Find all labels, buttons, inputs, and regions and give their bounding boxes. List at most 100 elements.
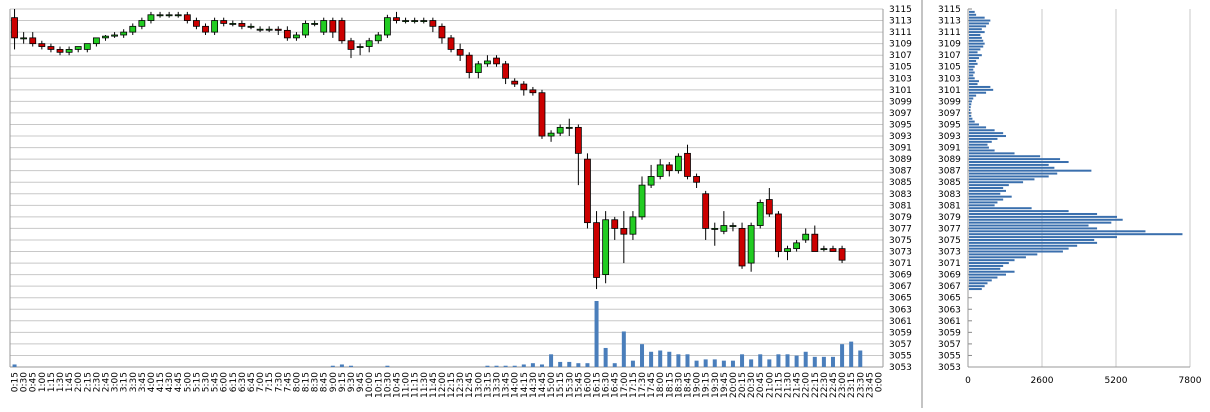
profile-bar — [969, 57, 979, 60]
candle-body — [156, 14, 164, 17]
profile-bar — [969, 270, 1015, 273]
time-tick-label: 4:15 — [156, 372, 166, 392]
volume-bar — [576, 363, 581, 367]
profile-price-label: 3109 — [938, 40, 961, 50]
profile-bar — [969, 201, 998, 204]
profile-bar — [969, 100, 972, 103]
candle-body — [38, 43, 46, 47]
profile-bar — [969, 45, 984, 48]
profile-price-label: 3053 — [938, 363, 961, 373]
price-tick-label: 3053 — [889, 363, 912, 373]
profile-bar — [969, 74, 974, 77]
time-tick-label: 22:15 — [811, 372, 821, 398]
candle-body — [220, 20, 228, 24]
volume-bar — [840, 344, 845, 367]
candle-body — [365, 40, 373, 47]
price-tick-label: 3055 — [889, 351, 912, 361]
time-tick-label: 6:30 — [238, 372, 248, 392]
time-tick-label: 18:30 — [674, 372, 684, 398]
candle-body — [320, 20, 328, 33]
profile-price-label: 3079 — [938, 213, 961, 223]
profile-bar — [969, 189, 1006, 192]
time-tick-label: 19:45 — [720, 372, 730, 398]
time-axis-labels: 0:15 0:30 0:45 1:00 1:15 1:30 1:45 2:00 2:15 2:30… — [11, 372, 885, 398]
candle-body — [584, 158, 591, 224]
time-tick-label: 14:45 — [538, 372, 548, 398]
profile-bar — [969, 54, 982, 57]
time-tick-label: 13:30 — [493, 372, 503, 398]
candle-body — [65, 49, 73, 53]
volume-bar — [758, 354, 763, 367]
profile-bar — [969, 204, 995, 207]
profile-price-label: 3105 — [938, 63, 961, 73]
profile-bar — [969, 111, 971, 114]
profile-bar — [969, 137, 998, 140]
candle-body — [647, 176, 655, 186]
time-tick-label: 0:00 — [874, 372, 884, 392]
volume-bar — [849, 341, 854, 367]
volume-bars — [12, 301, 863, 367]
candle-body — [174, 14, 182, 17]
profile-bar — [969, 187, 1004, 189]
profile-bar — [969, 106, 971, 109]
time-tick-label: 3:30 — [129, 372, 139, 392]
time-tick-label: 21:00 — [765, 372, 775, 398]
time-tick-label: 17:15 — [629, 372, 639, 398]
price-tick-label: 3087 — [889, 167, 912, 177]
price-tick-label: 3101 — [889, 86, 912, 96]
price-tick-label: 3083 — [889, 190, 912, 200]
profile-bar — [969, 149, 995, 152]
time-tick-label: 17:45 — [647, 372, 657, 398]
profile-price-label: 3073 — [938, 248, 961, 258]
time-tick-label: 19:30 — [711, 372, 721, 398]
candle-body — [429, 20, 437, 27]
volume-bar — [549, 354, 554, 367]
profile-bar — [969, 267, 1001, 270]
profile-volume-tick-label: 7800 — [1179, 376, 1202, 386]
candle-body — [383, 17, 391, 36]
time-tick-label: 8:15 — [302, 372, 312, 392]
profile-price-label: 3057 — [938, 340, 961, 350]
profile-bar — [969, 161, 1069, 164]
candle-body — [347, 40, 355, 50]
volume-bar — [685, 354, 690, 367]
profile-bar — [969, 210, 1069, 213]
candle-body — [674, 155, 682, 172]
profile-bar — [969, 166, 1055, 169]
time-tick-label: 3:00 — [111, 372, 121, 392]
price-tick-label: 3103 — [889, 74, 912, 84]
profile-bar — [969, 91, 987, 94]
candle-body — [56, 49, 64, 53]
profile-bar — [969, 123, 979, 126]
profile-bar — [969, 85, 991, 88]
profile-volume-tick-label: 2600 — [1031, 376, 1054, 386]
profile-price-label: 3095 — [938, 120, 961, 130]
price-tick-label: 3081 — [889, 201, 912, 211]
time-tick-label: 1:45 — [65, 372, 75, 392]
profile-price-label: 3097 — [938, 109, 961, 119]
volume-bar — [676, 354, 681, 367]
time-tick-label: 13:15 — [483, 372, 493, 398]
time-tick-label: 23:45 — [865, 372, 875, 398]
candle-body — [775, 213, 782, 252]
profile-price-label: 3071 — [938, 259, 961, 269]
candle-body — [229, 23, 237, 25]
time-tick-label: 14:15 — [520, 372, 530, 398]
profile-bar — [969, 13, 977, 16]
profile-bar — [969, 97, 974, 100]
profile-bar — [969, 48, 981, 51]
profile-bar — [969, 238, 1095, 241]
time-tick-label: 19:00 — [693, 372, 703, 398]
time-tick-label: 11:45 — [429, 372, 439, 398]
volume-bar — [349, 365, 354, 367]
volume-bar — [330, 365, 335, 367]
time-tick-label: 3:15 — [120, 372, 130, 392]
volume-bar — [858, 350, 863, 367]
time-tick-label: 23:00 — [838, 372, 848, 398]
profile-bar — [969, 158, 1061, 161]
candle-body — [693, 176, 700, 183]
profile-price-label: 3061 — [938, 317, 961, 327]
price-tick-label: 3097 — [889, 109, 912, 119]
profile-bar — [969, 42, 985, 45]
